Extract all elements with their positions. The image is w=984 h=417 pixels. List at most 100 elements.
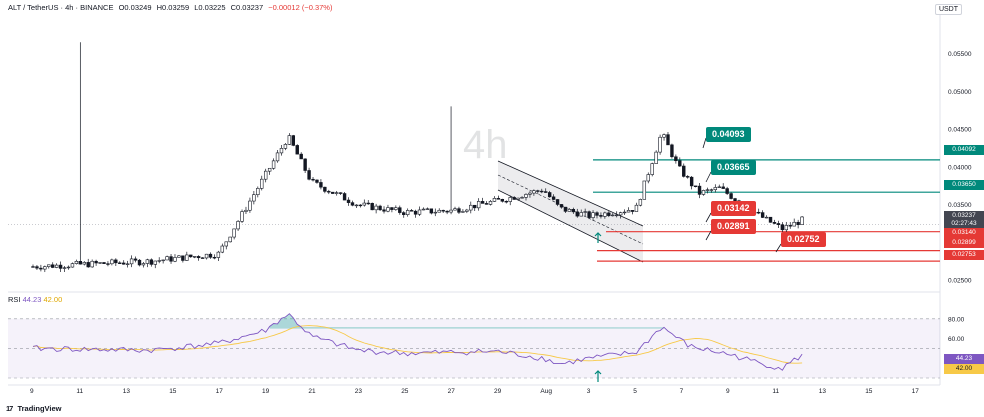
candle-body (800, 216, 804, 226)
candle-body (473, 204, 477, 209)
candle-body (642, 180, 647, 200)
candle-body (670, 144, 674, 158)
candle-body (358, 204, 363, 207)
price-label-0.04092: 0.04092 (944, 145, 984, 155)
candle-body (662, 134, 666, 138)
candle-body (634, 204, 639, 212)
x-tick-label: 17 (216, 388, 224, 395)
currency-button[interactable]: USDT (934, 4, 962, 15)
candle-body (674, 156, 678, 162)
candle-body (417, 209, 422, 215)
candle-body (457, 208, 461, 213)
candle-body (204, 253, 209, 259)
candle-body (390, 207, 394, 210)
candle-body (701, 190, 706, 195)
candle-body (500, 198, 505, 202)
candle-body (508, 197, 512, 202)
candle-body (256, 188, 260, 195)
candle-body (303, 158, 307, 171)
price-label-0.03140: 0.03140 (944, 228, 984, 238)
candle-body (78, 261, 83, 265)
candle-body (295, 145, 299, 155)
candle-body (177, 255, 181, 258)
candle-body (532, 190, 536, 194)
price-label-0.02753: 0.02753 (944, 250, 984, 260)
axes: 0.05500 0.05000 0.04500 0.04000 0.03500 0.025… (30, 51, 972, 395)
x-tick-label: 9 (30, 388, 34, 395)
candle-body (709, 189, 714, 191)
rsi-header: RSI 44.23 42.00 (8, 295, 62, 304)
candle-body (90, 260, 94, 268)
callout-0.03665: 0.03665 (711, 160, 756, 175)
candle-body (331, 191, 335, 194)
symbol-title[interactable]: ALT / TetherUS · 4h · BINANCE (8, 3, 114, 12)
rsi-header-value: 44.23 (22, 295, 42, 304)
callout-pointer (702, 137, 707, 149)
candle-body (686, 176, 690, 178)
rsi-panel: 80.00 60.00 (8, 313, 965, 379)
candle-body (338, 192, 343, 194)
candle-body (378, 205, 382, 211)
x-tick-label: Aug (540, 388, 552, 395)
candle-body (118, 262, 122, 264)
candle-body (528, 192, 532, 195)
candle-body (299, 153, 303, 160)
candle-body (283, 144, 288, 149)
candle-body (74, 261, 79, 264)
x-tick-label: 17 (912, 388, 920, 395)
candle-body (106, 263, 110, 265)
up-arrow-head-icon (594, 232, 602, 237)
candle-body (125, 263, 130, 265)
x-tick-label: 23 (355, 388, 363, 395)
horizontal-levels (593, 137, 940, 262)
candle-body (437, 209, 441, 213)
callout-0.02891: 0.02891 (711, 219, 756, 234)
rsi-title[interactable]: RSI (8, 295, 21, 304)
rsi-ma-header-value: 42.00 (43, 295, 63, 304)
candle-body (54, 264, 59, 268)
candle-body (98, 262, 102, 264)
price-label-0.03650: 0.03650 (944, 180, 984, 190)
candle-body (260, 178, 264, 189)
candle-body (449, 209, 453, 213)
candle-body (421, 208, 426, 211)
candle-body (476, 201, 481, 209)
candle-body (153, 260, 157, 265)
candle-body (492, 198, 497, 202)
callout-pointer (775, 243, 782, 253)
callout-pointer (705, 212, 712, 223)
candle-body (792, 221, 796, 227)
watermark-text: 4h (463, 123, 508, 167)
candle-body (327, 191, 331, 193)
x-tick-label: 21 (308, 388, 316, 395)
candle-body (370, 203, 374, 211)
candle-body (563, 206, 568, 212)
candle-body (579, 212, 583, 217)
candle-body (271, 160, 276, 169)
candle-body (658, 136, 662, 153)
candle-body (796, 221, 800, 226)
candle-body (145, 259, 150, 264)
candle-body (362, 202, 366, 206)
candle-body (425, 208, 430, 210)
candle-body (536, 190, 540, 192)
rsi-overbought-fill (269, 313, 665, 329)
candle-body (157, 260, 161, 262)
candle-body (62, 267, 67, 269)
rsi-ma-value-label: 42.00 (944, 364, 984, 374)
up-arrow-head-icon (594, 370, 602, 375)
candle-body (263, 170, 268, 180)
price-label-0.02899: 0.02899 (944, 238, 984, 248)
tradingview-logo[interactable]: 17 TradingView (6, 404, 61, 413)
candle-body (405, 210, 410, 215)
candle-body (603, 212, 607, 217)
candle-body (693, 185, 698, 187)
callout-pointer (705, 171, 712, 183)
candle-body (82, 262, 86, 265)
candle-body (480, 201, 485, 204)
candle-body (409, 210, 414, 212)
candle-body (35, 266, 39, 269)
candle-body (216, 251, 221, 258)
candle-body (780, 224, 785, 231)
